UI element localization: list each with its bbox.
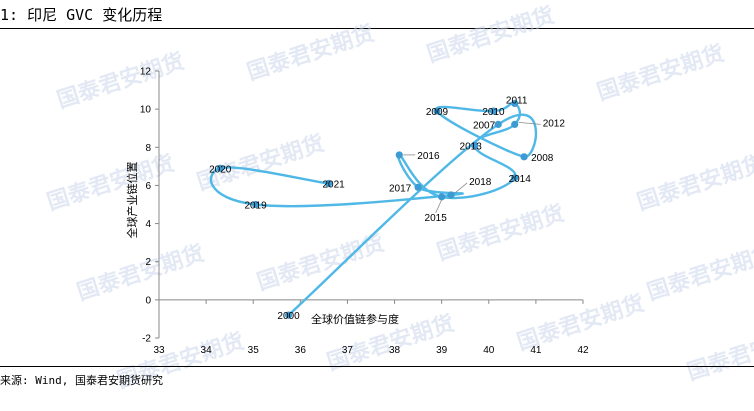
point-label-2013: 2013	[460, 141, 483, 152]
x-tick-label: 41	[530, 345, 542, 356]
point-label-2009: 2009	[426, 107, 449, 118]
x-tick-label: 40	[483, 345, 495, 356]
point-label-2012: 2012	[543, 118, 566, 129]
watermark-text: 国泰君安期货	[244, 20, 378, 86]
point-label-2011: 2011	[506, 95, 528, 106]
data-point-2014	[511, 174, 519, 182]
data-point-2021	[325, 179, 333, 188]
data-point-2017	[414, 183, 422, 191]
title-divider	[0, 28, 754, 29]
source-note: 来源: Wind, 国泰君安期货研究	[0, 374, 163, 387]
data-point-2013	[471, 141, 479, 149]
footer-divider	[0, 366, 754, 367]
watermark-text: 国泰君安期货	[634, 150, 754, 216]
watermark-text: 国泰君安期货	[594, 40, 728, 106]
point-label-2017: 2017	[389, 183, 412, 194]
x-tick-label: 33	[153, 345, 165, 356]
watermark-text: 国泰君安期货	[684, 320, 754, 386]
leader-line-2015	[435, 199, 443, 214]
point-label-2000: 2000	[277, 311, 300, 322]
series-line	[209, 101, 538, 316]
y-tick-label: 0	[145, 295, 151, 306]
figure-title: 1: 印尼 GVC 变化历程	[0, 6, 163, 24]
watermark-text: 国泰君安期货	[44, 150, 178, 216]
data-point-2011	[511, 99, 519, 108]
y-tick-label: 6	[145, 181, 151, 192]
x-tick-label: 35	[248, 345, 260, 356]
data-point-2019	[251, 200, 260, 209]
y-tick-label: 12	[140, 67, 152, 78]
data-point-2012	[511, 120, 519, 128]
point-label-2019: 2019	[244, 201, 267, 212]
watermark-text: 国泰君安期货	[54, 48, 188, 114]
x-tick-label: 38	[389, 345, 401, 356]
y-tick-label: 8	[145, 143, 151, 154]
point-label-2018: 2018	[469, 177, 492, 188]
data-point-2008	[520, 153, 528, 161]
x-axis-title: 全球价值链参与度	[311, 312, 399, 326]
leader-line-2012	[518, 122, 541, 125]
y-tick-label: -2	[142, 334, 151, 345]
watermark-text: 国泰君安期货	[644, 240, 754, 306]
data-point-2007	[494, 120, 502, 128]
y-tick-label: 4	[145, 219, 151, 230]
data-point-2009	[433, 107, 441, 115]
chart-axes: -2 0 2 4 6 8 10 12 33 34 35 36 37 38 39 40 41 42 全球价值链参与度 全…	[125, 67, 589, 357]
y-axis-title: 全球产业链位置	[125, 162, 139, 239]
watermark-text: 国泰君安期货	[74, 240, 208, 306]
point-label-2008: 2008	[531, 153, 554, 164]
point-label-2007: 2007	[473, 120, 496, 131]
watermark-text: 国泰君安期货	[424, 2, 558, 68]
point-label-2016: 2016	[417, 151, 440, 162]
data-point-2016	[395, 151, 403, 159]
x-tick-label: 39	[436, 345, 448, 356]
x-tick-label: 34	[201, 345, 213, 356]
x-tick-label: 37	[342, 345, 354, 356]
y-tick-label: 10	[140, 105, 152, 116]
leader-line-2018	[454, 182, 468, 194]
point-label-2010: 2010	[482, 107, 505, 118]
data-point-2018	[447, 191, 455, 199]
watermark-text: 国泰君安期货	[434, 200, 568, 266]
point-label-2021: 2021	[322, 180, 345, 191]
x-tick-label: 42	[577, 345, 589, 356]
point-label-2015: 2015	[425, 213, 448, 224]
y-tick-label: 2	[145, 257, 151, 268]
data-point-2020	[216, 164, 224, 172]
data-point-2010	[489, 107, 498, 115]
x-tick-label: 36	[295, 345, 307, 356]
data-point-2000	[284, 311, 293, 319]
point-label-2020: 2020	[209, 164, 232, 175]
point-label-2014: 2014	[509, 174, 532, 185]
chart-series	[209, 99, 538, 319]
data-point-2015	[438, 193, 446, 201]
